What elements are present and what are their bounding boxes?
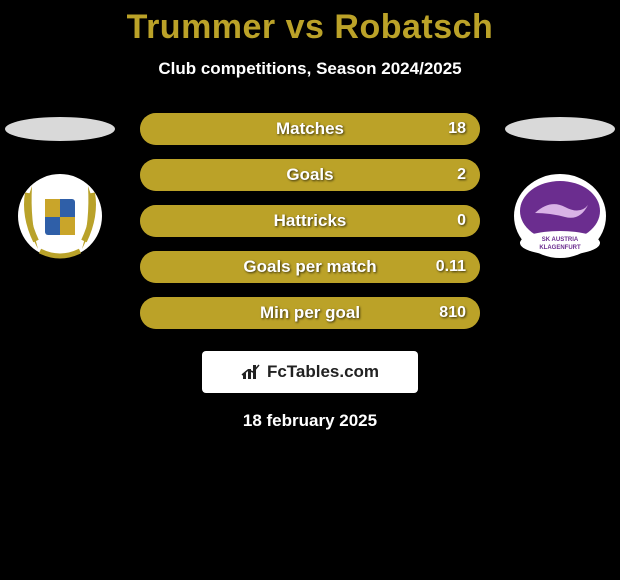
watermark[interactable]: FcTables.com bbox=[202, 351, 418, 393]
main-row: Matches 18 Goals 2 Hattricks 0 Goals per match… bbox=[0, 113, 620, 329]
comparison-card: Trummer vs Robatsch Club competitions, S… bbox=[0, 0, 620, 431]
watermark-text: FcTables.com bbox=[267, 362, 379, 382]
right-column: SK AUSTRIA KLAGENFURT bbox=[500, 113, 620, 261]
stat-bar: Goals 2 bbox=[140, 159, 480, 191]
title-player2: Robatsch bbox=[334, 8, 493, 46]
stat-label: Goals bbox=[286, 165, 333, 185]
svg-text:KLAGENFURT: KLAGENFURT bbox=[539, 245, 581, 251]
player-ellipse-left bbox=[5, 117, 115, 141]
left-column bbox=[0, 113, 120, 261]
club-crest-icon: SK AUSTRIA KLAGENFURT bbox=[510, 171, 610, 261]
stat-value-right: 18 bbox=[448, 120, 466, 138]
date-line: 18 february 2025 bbox=[243, 411, 377, 431]
stats-column: Matches 18 Goals 2 Hattricks 0 Goals per match… bbox=[120, 113, 500, 329]
stat-label: Matches bbox=[276, 119, 344, 139]
stat-bar: Min per goal 810 bbox=[140, 297, 480, 329]
subtitle: Club competitions, Season 2024/2025 bbox=[158, 59, 461, 79]
stat-label: Hattricks bbox=[274, 211, 347, 231]
stat-bar: Goals per match 0.11 bbox=[140, 251, 480, 283]
stat-value-right: 0 bbox=[457, 212, 466, 230]
stat-bar: Hattricks 0 bbox=[140, 205, 480, 237]
stat-bar: Matches 18 bbox=[140, 113, 480, 145]
stat-label: Min per goal bbox=[260, 303, 360, 323]
player-ellipse-right bbox=[505, 117, 615, 141]
stat-value-right: 2 bbox=[457, 166, 466, 184]
title-player1: Trummer bbox=[127, 8, 276, 46]
stat-label: Goals per match bbox=[243, 257, 376, 277]
stat-value-right: 810 bbox=[439, 304, 466, 322]
shield-laurel-icon bbox=[10, 171, 110, 261]
title-vs: vs bbox=[276, 8, 335, 46]
page-title: Trummer vs Robatsch bbox=[127, 8, 494, 47]
bar-chart-icon bbox=[241, 363, 263, 381]
club-badge-right: SK AUSTRIA KLAGENFURT bbox=[510, 171, 610, 261]
stat-value-right: 0.11 bbox=[436, 258, 466, 276]
club-badge-left bbox=[10, 171, 110, 261]
svg-text:SK AUSTRIA: SK AUSTRIA bbox=[542, 237, 579, 243]
